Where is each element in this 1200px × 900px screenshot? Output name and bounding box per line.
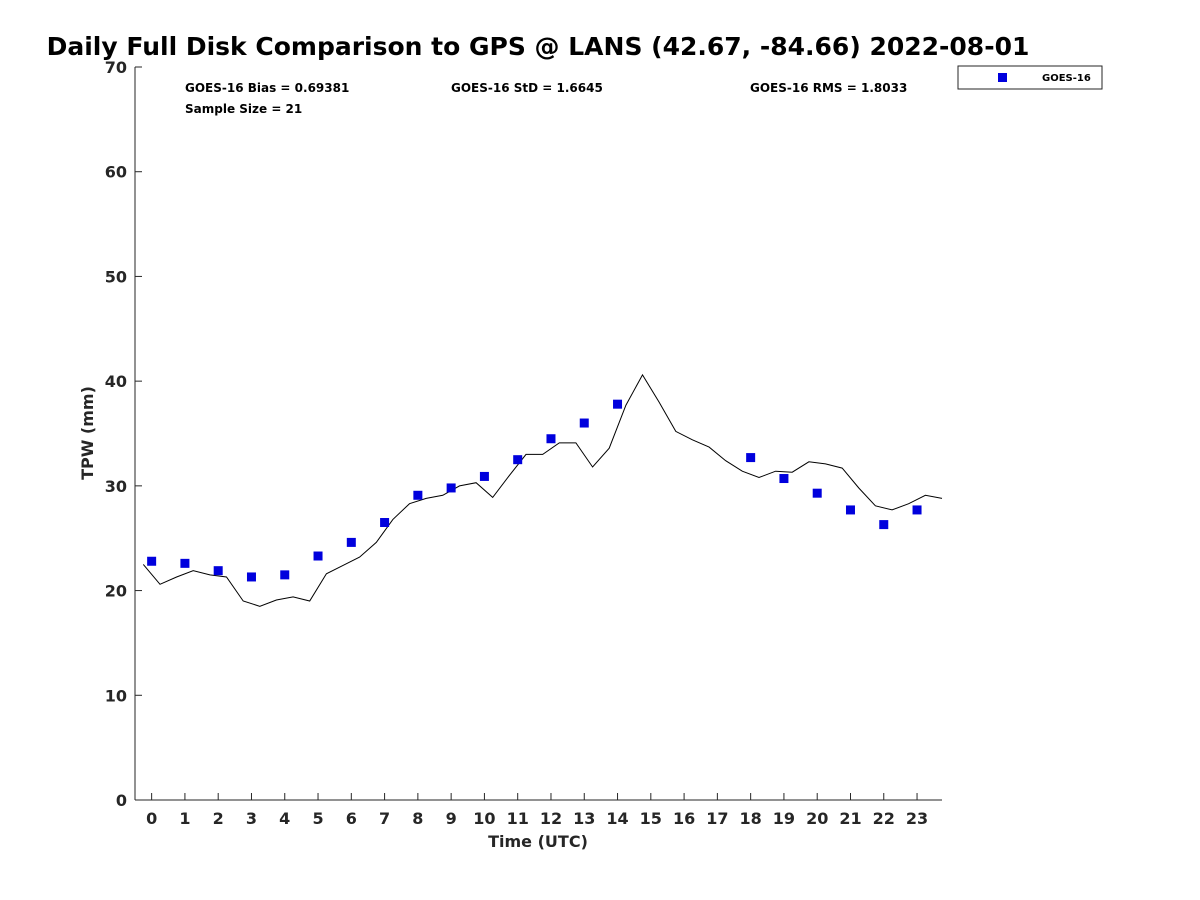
y-tick-label: 10 (105, 686, 127, 705)
x-tick-label: 7 (379, 809, 390, 828)
x-tick-label: 14 (606, 809, 628, 828)
legend-box (957, 65, 1103, 90)
bias-stat: GOES-16 Bias = 0.69381 (185, 81, 349, 95)
x-tick-label: 13 (573, 809, 595, 828)
x-tick-label: 2 (213, 809, 224, 828)
x-tick-label: 23 (906, 809, 928, 828)
goes16-data-point (180, 558, 190, 568)
goes16-data-point (579, 418, 589, 428)
legend: GOES-16 (957, 65, 1103, 90)
x-tick-label: 18 (740, 809, 762, 828)
y-tick-label: 30 (105, 477, 127, 496)
goes16-data-point (546, 434, 556, 444)
x-tick-label: 16 (673, 809, 695, 828)
std-stat: GOES-16 StD = 1.6645 (451, 81, 603, 95)
gps-reference-line (142, 373, 943, 607)
y-tick-label: 60 (105, 163, 127, 182)
x-tick-label: 11 (507, 809, 529, 828)
goes16-data-point (446, 483, 456, 493)
x-axis-label: Time (UTC) (488, 832, 588, 851)
y-tick-label: 70 (105, 58, 127, 77)
axes (134, 67, 942, 801)
y-ticks: 0 10 20 30 40 50 60 70 (105, 58, 142, 810)
goes16-data-point (280, 570, 290, 580)
x-tick-label: 1 (179, 809, 190, 828)
goes16-data-point (413, 490, 423, 500)
chart-title: Daily Full Disk Comparison to GPS @ LANS… (47, 32, 1030, 61)
x-tick-label: 9 (446, 809, 457, 828)
goes16-data-point (613, 399, 623, 409)
x-tick-label: 4 (279, 809, 290, 828)
sample-size-stat: Sample Size = 21 (185, 102, 302, 116)
goes16-data-point (746, 453, 756, 463)
x-tick-label: 0 (146, 809, 157, 828)
x-tick-label: 6 (346, 809, 357, 828)
goes16-points (147, 399, 922, 582)
legend-label: GOES-16 (1042, 73, 1091, 84)
goes16-data-point (479, 471, 489, 481)
goes16-data-point (313, 551, 323, 561)
goes16-data-point (147, 556, 157, 566)
x-tick-label: 22 (873, 809, 895, 828)
goes16-data-point (912, 505, 922, 515)
x-tick-label: 3 (246, 809, 257, 828)
rms-stat: GOES-16 RMS = 1.8033 (750, 81, 907, 95)
x-tick-label: 19 (773, 809, 795, 828)
x-tick-label: 20 (806, 809, 828, 828)
goes16-data-point (213, 566, 223, 576)
x-tick-label: 21 (839, 809, 861, 828)
x-tick-label: 17 (706, 809, 728, 828)
goes16-data-point (879, 520, 889, 530)
goes16-data-point (246, 572, 256, 582)
y-tick-label: 20 (105, 582, 127, 601)
goes16-data-point (812, 488, 822, 498)
y-axis-label: TPW (mm) (78, 386, 97, 480)
goes16-data-point (380, 518, 390, 528)
goes16-data-point (779, 474, 789, 484)
goes16-data-point (513, 455, 523, 465)
x-tick-label: 12 (540, 809, 562, 828)
x-tick-label: 5 (312, 809, 323, 828)
x-ticks: 0 1 2 3 4 5 6 7 8 9 10 11 12 13 14 15 16 17 18 19 20 21 22 23 (146, 793, 928, 828)
x-tick-label: 15 (640, 809, 662, 828)
legend-marker (998, 73, 1007, 82)
y-tick-label: 40 (105, 372, 127, 391)
x-tick-label: 8 (412, 809, 423, 828)
y-tick-label: 0 (116, 791, 127, 810)
x-tick-label: 10 (473, 809, 495, 828)
goes16-data-point (346, 537, 356, 547)
y-tick-label: 50 (105, 267, 127, 286)
goes16-data-point (845, 505, 855, 515)
